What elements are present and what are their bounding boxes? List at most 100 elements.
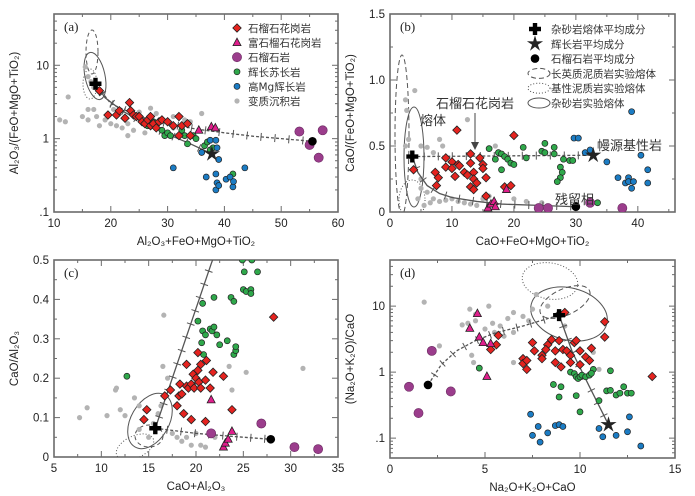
- garnet-granite-point: [178, 408, 189, 419]
- metasediment-point: [486, 303, 492, 309]
- x-tick-label: 10: [95, 463, 108, 475]
- felsic-pelite-melt-field: [394, 54, 410, 212]
- garnetite-point: [313, 444, 324, 455]
- gabbronorite-point: [541, 140, 549, 147]
- gabbronorite-point: [616, 389, 624, 397]
- metasediment-point: [474, 202, 480, 208]
- mixing-increment-tick: [302, 136, 304, 145]
- mixing-increment-tick: [204, 126, 207, 135]
- metasediment-point: [161, 312, 167, 318]
- legend-item: 基性泥质岩实验熔体: [527, 82, 646, 95]
- garnet-rich-granite-point: [472, 308, 483, 318]
- garnet-granite-point: [165, 385, 176, 395]
- plot-frame: [53, 13, 339, 213]
- garnet-granite-point: [465, 149, 476, 159]
- mixing-increment-tick: [182, 335, 191, 340]
- metasediment-point: [160, 363, 166, 369]
- garnet-granite-point: [454, 161, 465, 171]
- high-mg-gabbro-point: [644, 166, 652, 174]
- garnet-granite-point: [475, 153, 485, 163]
- gabbronorite-point: [541, 149, 549, 156]
- plot-frame: [389, 259, 676, 459]
- high-mg-gabbro-point: [215, 156, 223, 163]
- mixing-increment-tick: [193, 429, 196, 438]
- garnetite-point: [256, 418, 267, 429]
- mixing-increment-tick: [260, 132, 262, 141]
- mixing-increment-tick: [274, 134, 276, 143]
- metasediment-point: [412, 87, 418, 94]
- gabbronorite-point: [199, 299, 206, 307]
- mixing-increment-tick: [186, 322, 195, 326]
- garnet-rich-granite-point: [482, 371, 492, 380]
- garnet-granite-point: [172, 401, 182, 411]
- mixing-curve: [411, 156, 576, 208]
- metasediment-point: [523, 198, 529, 205]
- metasediment-point: [85, 117, 91, 123]
- mixing-increment-tick: [173, 362, 182, 366]
- x-tick-label: 5: [482, 464, 488, 476]
- garnet-granite-point: [145, 111, 156, 122]
- gabbronorite-point: [588, 369, 595, 377]
- x-tick-label: 30: [284, 463, 297, 475]
- metasediment-point: [300, 365, 306, 371]
- mixing-increment-tick: [528, 319, 533, 328]
- metasediment-point: [136, 426, 142, 433]
- x-tick-label: 10: [574, 464, 587, 476]
- garnet-granite-point: [151, 123, 162, 133]
- y-tick-label: 10: [36, 60, 49, 72]
- x-tick-label: 40: [631, 218, 644, 230]
- gabbronorite-point: [254, 268, 261, 276]
- greywacke-melt-average-point: [529, 23, 541, 35]
- x-tick-label: 40: [218, 218, 231, 230]
- garnet-granite-point: [506, 180, 516, 191]
- annotation-mantle-mafic: 幔源基性岩: [597, 139, 662, 154]
- metasediment-point: [183, 434, 190, 440]
- garnet-rich-granite-point: [227, 426, 237, 435]
- mixing-increment-tick: [430, 372, 439, 378]
- gabbronorite-point: [239, 260, 246, 264]
- x-tick-label: 50: [275, 218, 288, 230]
- garnetite-point: [445, 386, 456, 397]
- mixing-increment-tick: [419, 177, 427, 183]
- mixing-increment-tick: [249, 433, 252, 442]
- metasediment-point: [436, 136, 443, 142]
- mixing-increment-tick: [159, 401, 168, 406]
- gabbronorite-point: [594, 199, 601, 207]
- metasediment-point: [461, 200, 467, 206]
- metasediment-point: [459, 322, 465, 328]
- panel-label: (a): [64, 19, 78, 34]
- metasediment-point: [492, 143, 498, 149]
- metasediment-point: [202, 444, 209, 450]
- metasediment-point: [418, 185, 424, 191]
- cross-marker-icon: [529, 23, 541, 35]
- metasediment-point: [153, 110, 159, 117]
- y-axis-title: CaO/(FeO+MgO+TiO₂): [345, 54, 357, 172]
- gabbronorite-point: [223, 337, 231, 345]
- metasediment-point: [533, 291, 539, 298]
- gabbronorite-point: [184, 140, 191, 148]
- legend-item: 杂砂岩实验熔体: [527, 97, 625, 110]
- gabbronorite-point: [595, 397, 603, 404]
- garnet-rich-granite-point: [501, 184, 512, 193]
- mixing-increment-tick: [443, 191, 448, 200]
- metasediment-point: [469, 352, 475, 358]
- high-mg-gabbro-point: [212, 170, 220, 178]
- high-mg-gabbro-point: [628, 108, 635, 116]
- x-tick-label: 30: [569, 218, 582, 230]
- panel-markers: [404, 291, 657, 450]
- metasediment-point: [170, 113, 176, 120]
- gabbronorite-point: [519, 143, 527, 151]
- x-axis-title: CaO+FeO+MgO+TiO₂: [476, 236, 590, 248]
- high-mg-gabbro-point: [595, 425, 603, 432]
- legend-label: 辉长岩平均成分: [551, 38, 625, 51]
- y-tick-label: 0: [379, 207, 385, 219]
- gabbronorite-point: [553, 178, 561, 185]
- garnet-granite-point: [142, 404, 152, 415]
- garnet-granite-point: [182, 118, 193, 129]
- y-tick-label: 1: [379, 367, 385, 379]
- panel-markers: [57, 64, 328, 194]
- garnet-granite-point: [205, 383, 215, 393]
- gray-marker-icon: [234, 98, 240, 104]
- legend-label: 石榴石岩: [248, 51, 290, 64]
- annotation-garnet-granite: 石榴石花岗岩: [436, 96, 514, 112]
